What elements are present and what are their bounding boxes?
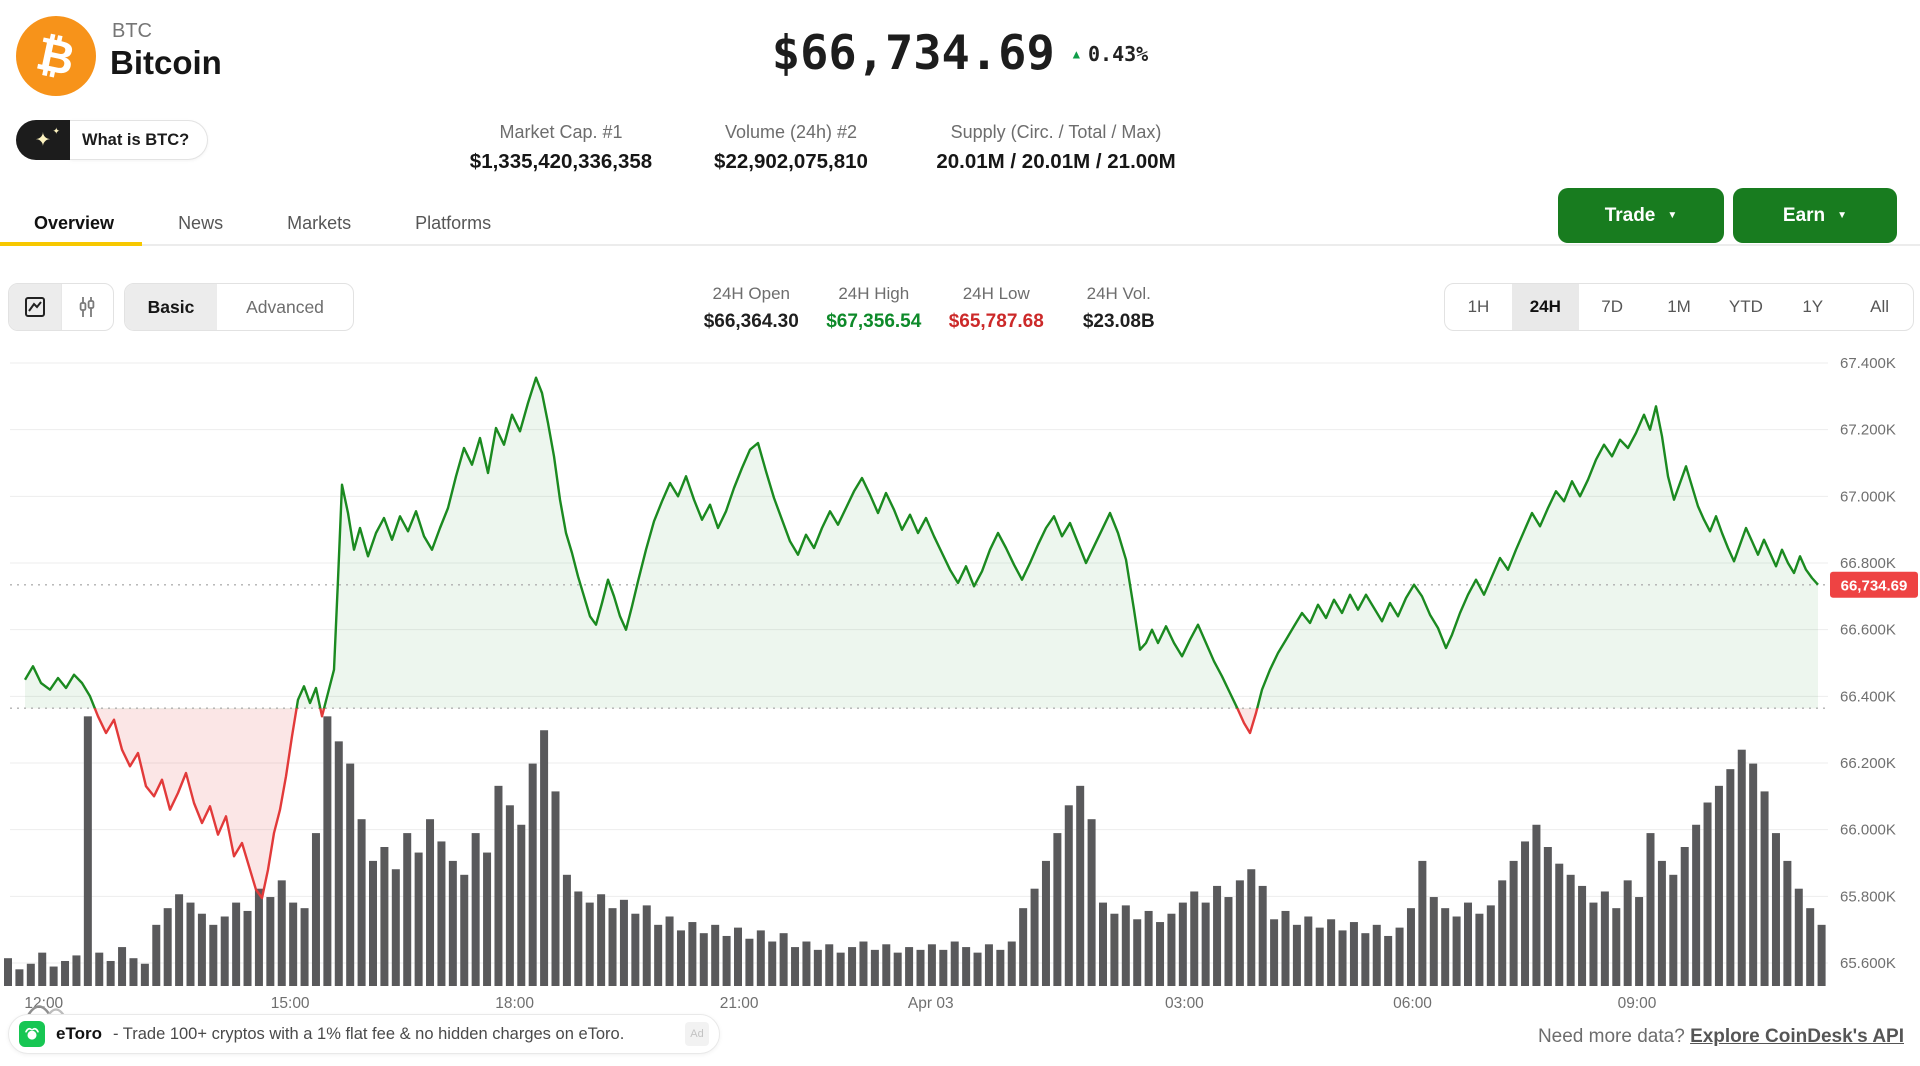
coindesk-api-link[interactable]: Explore CoinDesk's API <box>1690 1026 1904 1047</box>
mode-advanced-button[interactable]: Advanced <box>246 296 324 317</box>
coin-symbol: BTC <box>112 20 152 42</box>
ad-brand: eToro <box>56 1024 102 1043</box>
line-chart-button[interactable] <box>9 284 61 330</box>
tab-markets[interactable]: Markets <box>287 213 352 233</box>
line-chart-icon <box>24 297 45 317</box>
stat-24h-vol: 24H Vol. $23.08B <box>1058 284 1181 333</box>
price-change: ▲ 0.43% <box>1073 42 1148 66</box>
svg-text:09:00: 09:00 <box>1618 995 1657 1012</box>
ad-text: - Trade 100+ cryptos with a 1% flat fee … <box>112 1024 625 1043</box>
tab-overview[interactable]: Overview <box>34 213 115 233</box>
current-price: $66,734.69 <box>771 26 1055 81</box>
page-title: Bitcoin <box>110 44 222 81</box>
svg-text:06:00: 06:00 <box>1393 995 1432 1012</box>
svg-text:66,734.69: 66,734.69 <box>1841 577 1908 594</box>
svg-text:03:00: 03:00 <box>1165 995 1204 1012</box>
header-stats: Market Cap. #1 $1,335,420,336,358 Volume… <box>446 122 1206 174</box>
range-7d[interactable]: 7D <box>1601 297 1624 316</box>
ad-choices-badge[interactable]: Ad <box>685 1022 709 1046</box>
price-change-pct: 0.43% <box>1087 41 1149 66</box>
sparkle-icon: ✦ ✦ <box>16 120 70 160</box>
range-1y[interactable]: 1Y <box>1802 297 1824 316</box>
need-more-text: Need more data? <box>1537 1026 1685 1047</box>
chart-mode-toggle: Basic Advanced <box>124 283 354 331</box>
what-is-btc-label: What is BTC? <box>70 120 209 160</box>
api-promo: Need more data? Explore CoinDesk's API <box>1538 1026 1904 1048</box>
stat24-value-2: $65,787.68 <box>948 311 1044 332</box>
svg-text:65.800K: 65.800K <box>1840 888 1896 905</box>
svg-text:15:00: 15:00 <box>271 995 310 1012</box>
stat-24h-high: 24H High $67,356.54 <box>813 284 936 333</box>
mode-basic-button[interactable]: Basic <box>125 284 217 330</box>
svg-text:66.400K: 66.400K <box>1840 688 1896 705</box>
what-is-btc-button[interactable]: ✦ ✦ What is BTC? <box>16 120 209 160</box>
price-chart[interactable]: 67.400K 67.200K 67.000K 66.800K 66.600K 66.40… <box>0 350 1920 1030</box>
svg-text:66.600K: 66.600K <box>1840 622 1896 639</box>
up-triangle-icon: ▲ <box>1072 46 1080 61</box>
stat24-value-3: $23.08B <box>1082 311 1155 332</box>
svg-text:67.200K: 67.200K <box>1840 422 1896 439</box>
svg-text:66.200K: 66.200K <box>1840 755 1896 772</box>
trade-button[interactable]: Trade ▼ <box>1558 188 1724 243</box>
tab-news[interactable]: News <box>178 213 224 233</box>
chart-type-toggle <box>8 283 114 331</box>
stat-24h-low: 24H Low $65,787.68 <box>935 284 1058 333</box>
stat24-value-0: $66,364.30 <box>703 311 799 332</box>
svg-text:66.000K: 66.000K <box>1840 822 1896 839</box>
stat-volume: Volume (24h) #2 $22,902,075,810 <box>714 122 868 173</box>
range-selector: 1H 24H 7D 1M YTD 1Y All <box>1444 283 1914 331</box>
chevron-down-icon: ▼ <box>1837 210 1848 221</box>
svg-text:21:00: 21:00 <box>720 995 759 1012</box>
price-header: $66,734.69 ▲ 0.43% <box>0 26 1920 81</box>
bitcoin-logo: ₿ <box>16 16 96 96</box>
tab-bar: Overview News Markets Platforms <box>0 203 1920 246</box>
etoro-ad-banner[interactable]: eToro - Trade 100+ cryptos with a 1% fla… <box>8 1014 720 1054</box>
range-all[interactable]: All <box>1870 297 1890 316</box>
range-24h[interactable]: 24H <box>1511 284 1579 330</box>
tab-platforms[interactable]: Platforms <box>415 213 492 233</box>
stat-24h-open: 24H Open $66,364.30 <box>690 284 813 333</box>
stats-24h: 24H Open $66,364.30 24H High $67,356.54 … <box>690 284 1180 333</box>
stat-supply: Supply (Circ. / Total / Max) 20.01M / 20… <box>936 122 1176 173</box>
chevron-down-icon: ▼ <box>1667 210 1678 221</box>
etoro-bull-icon <box>19 1021 45 1047</box>
range-1m[interactable]: 1M <box>1667 297 1691 316</box>
svg-text:67.400K: 67.400K <box>1840 355 1896 372</box>
stat-market-cap: Market Cap. #1 $1,335,420,336,358 <box>469 122 653 173</box>
svg-text:66.800K: 66.800K <box>1840 555 1896 572</box>
price-chart-svg: 67.400K 67.200K 67.000K 66.800K 66.600K 66.40… <box>4 355 1918 1012</box>
range-ytd[interactable]: YTD <box>1728 297 1763 316</box>
svg-text:Apr 03: Apr 03 <box>908 995 954 1012</box>
range-1h[interactable]: 1H <box>1467 297 1490 316</box>
earn-button[interactable]: Earn ▼ <box>1733 188 1897 243</box>
candlestick-icon <box>79 297 95 317</box>
active-tab-underline <box>0 242 142 246</box>
svg-text:67.000K: 67.000K <box>1840 488 1896 505</box>
candlestick-chart-button[interactable] <box>60 284 114 330</box>
svg-text:18:00: 18:00 <box>495 995 534 1012</box>
svg-text:65.600K: 65.600K <box>1840 955 1896 972</box>
stat24-value-1: $67,356.54 <box>826 311 922 332</box>
